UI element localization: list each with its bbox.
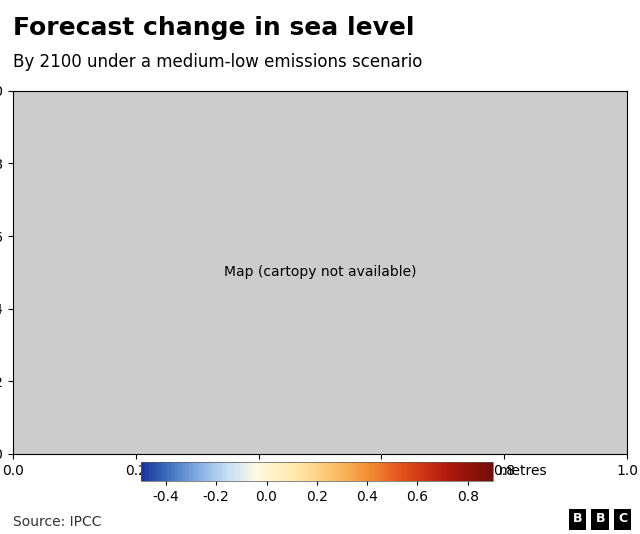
- FancyBboxPatch shape: [614, 508, 632, 530]
- Text: By 2100 under a medium-low emissions scenario: By 2100 under a medium-low emissions sce…: [13, 53, 422, 72]
- Text: Forecast change in sea level: Forecast change in sea level: [13, 16, 414, 40]
- Text: Source: IPCC: Source: IPCC: [13, 515, 101, 529]
- Text: B: B: [595, 512, 605, 524]
- FancyBboxPatch shape: [591, 508, 609, 530]
- Text: B: B: [573, 512, 582, 524]
- FancyBboxPatch shape: [569, 508, 586, 530]
- Text: metres: metres: [499, 464, 548, 478]
- Text: Map (cartopy not available): Map (cartopy not available): [224, 265, 416, 279]
- Text: C: C: [618, 512, 627, 524]
